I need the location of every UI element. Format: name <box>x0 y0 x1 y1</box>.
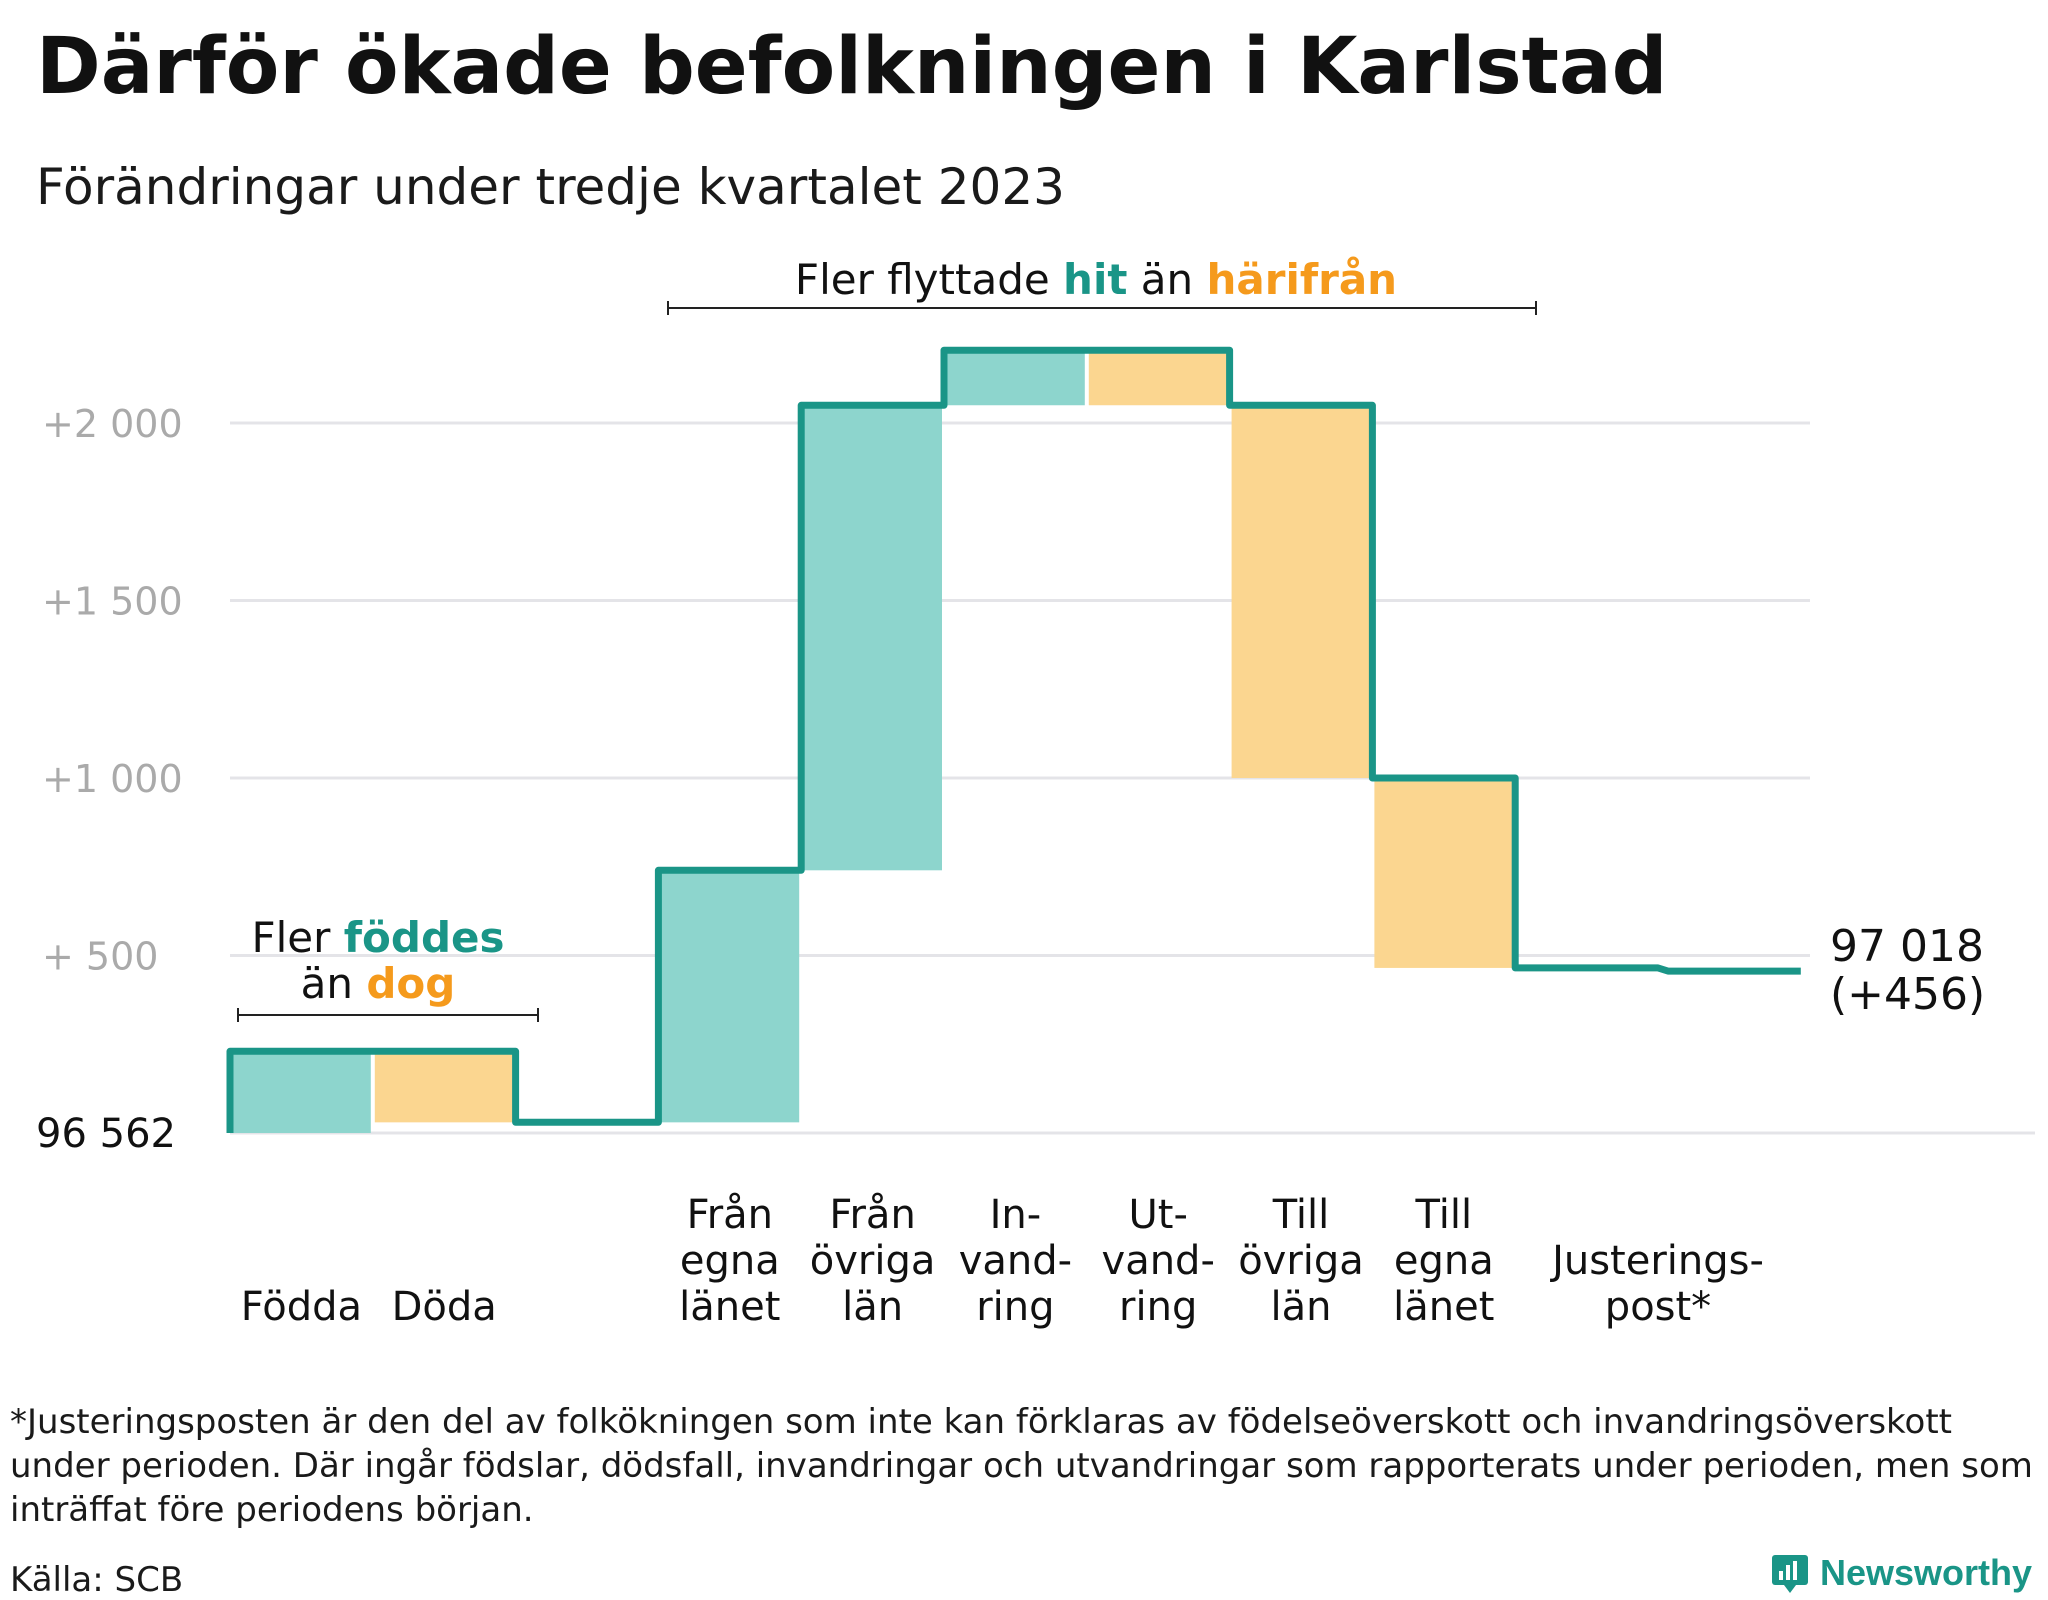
brand-name: Newsworthy <box>1819 1552 2032 1593</box>
source-label: Källa: SCB <box>10 1560 184 1600</box>
category-label: övriga <box>810 1238 936 1284</box>
bar <box>374 1051 514 1123</box>
category-label: Till <box>1272 1192 1330 1238</box>
births-annotation-line1: Fler föddes <box>251 913 504 962</box>
bar <box>803 405 942 871</box>
category-label: Födda <box>241 1284 362 1330</box>
bar <box>946 350 1085 406</box>
category-label: Från <box>829 1192 915 1238</box>
annotation-highlight-teal: hit <box>1063 255 1127 304</box>
bar <box>232 1051 371 1133</box>
bar <box>1374 778 1514 968</box>
category-label: Till <box>1415 1192 1473 1238</box>
chart-title: Därför ökade befolkningen i Karlstad <box>36 22 1668 112</box>
category-label: vand- <box>959 1238 1072 1284</box>
waterfall-chart: + 500 +1 000 +1 500 +2 000 96 562 Födda Döda Fr… <box>36 255 2035 1330</box>
category-label: ring <box>1119 1284 1197 1330</box>
category-label: In- <box>990 1192 1042 1238</box>
labels: + 500 +1 000 +1 500 +2 000 96 562 Födda Döda Fr… <box>36 402 1985 1330</box>
category-label: Ut- <box>1128 1192 1187 1238</box>
annotation-text: Fler <box>251 913 343 962</box>
footnote: *Justeringsposten är den del av folkökni… <box>10 1402 2033 1530</box>
y-tick-label: + 500 <box>42 935 158 979</box>
chart-subtitle: Förändringar under tredje kvartalet 2023 <box>36 158 1065 216</box>
annotation-text: än <box>1127 255 1206 304</box>
brand-logo: Newsworthy <box>1770 1552 2032 1594</box>
y-tick-label: +2 000 <box>42 402 183 446</box>
step-line <box>226 346 1801 1133</box>
bar <box>1231 405 1371 778</box>
category-label: länet <box>679 1284 780 1330</box>
waterfall-step-line <box>226 346 1801 1133</box>
category-label: Döda <box>392 1284 497 1330</box>
moves-annotation: Fler flyttade hit än härifrån <box>795 255 1397 304</box>
category-label: ring <box>976 1284 1054 1330</box>
end-change-label: (+456) <box>1830 969 1985 1020</box>
category-label: Justerings- <box>1549 1238 1764 1284</box>
end-value-label: 97 018 <box>1830 921 1984 972</box>
births-annotation-line2: än dog <box>301 959 456 1008</box>
category-label: Från <box>687 1192 773 1238</box>
category-label: län <box>1271 1284 1332 1330</box>
annotation-text: än <box>301 959 367 1008</box>
category-label: länet <box>1393 1284 1494 1330</box>
annotation-highlight-orange: dog <box>366 959 455 1008</box>
y-tick-label: +1 500 <box>42 580 183 624</box>
category-label: post* <box>1605 1284 1711 1330</box>
bar <box>1088 350 1228 406</box>
baseline-label: 96 562 <box>36 1111 176 1157</box>
category-label: egna <box>1394 1238 1494 1284</box>
bars <box>232 350 1656 1133</box>
category-label: egna <box>680 1238 780 1284</box>
gridlines <box>230 421 2035 1135</box>
annotation-text: Fler flyttade <box>795 255 1063 304</box>
annotation-highlight-orange: härifrån <box>1206 255 1397 304</box>
newsworthy-logo-icon <box>1771 1555 1808 1593</box>
category-label: län <box>842 1284 903 1330</box>
bar <box>660 870 800 1123</box>
category-label: vand- <box>1102 1238 1215 1284</box>
category-label: övriga <box>1238 1238 1364 1284</box>
y-tick-label: +1 000 <box>42 757 183 801</box>
annotation-highlight-teal: föddes <box>344 913 505 962</box>
